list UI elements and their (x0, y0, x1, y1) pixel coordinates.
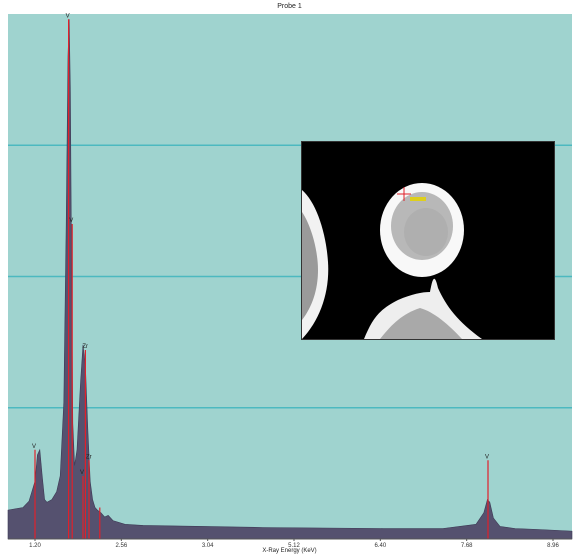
element-marker-label: V (32, 444, 36, 450)
probe-label-marker (410, 197, 426, 201)
x-tick-label: 2.56 (115, 543, 127, 549)
x-tick-label: 6.40 (374, 543, 386, 549)
bottom-particle-core (380, 308, 462, 339)
x-tick-label: 3.04 (202, 543, 214, 549)
target-particle-core-shade (404, 208, 448, 256)
element-marker-label: V (80, 470, 84, 476)
element-marker-label: Zr (86, 454, 92, 460)
element-marker-label: Zr (82, 344, 88, 350)
element-marker-label: V (66, 13, 70, 19)
chart-title: Probe 1 (277, 3, 302, 10)
x-axis-label: X-Ray Energy (KeV) (262, 548, 317, 554)
x-tick-label: 1.20 (29, 543, 41, 549)
x-tick-label: 5.12 (288, 543, 300, 549)
x-tick-labels: 1.20 2.56 3.04 5.12 6.40 7.68 8.96 (29, 539, 559, 549)
x-tick-label: 7.68 (461, 543, 473, 549)
left-particle-core (302, 212, 318, 320)
element-marker-label: V (485, 454, 489, 460)
element-markers: V V V Zr Zr V V (32, 13, 489, 539)
x-tick-label: 8.96 (547, 543, 559, 549)
sem-image-inset (301, 141, 555, 340)
spectrum-series (7, 19, 573, 540)
element-marker-label: V (69, 218, 73, 224)
